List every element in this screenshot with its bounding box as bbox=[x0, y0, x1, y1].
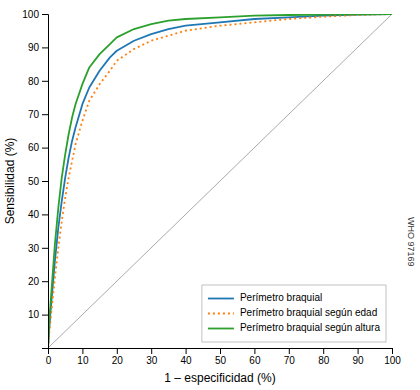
y-tick-label: 100 bbox=[22, 9, 39, 20]
x-tick-mark bbox=[392, 348, 393, 354]
series-line bbox=[48, 14, 392, 348]
y-tick-label: 20 bbox=[28, 276, 40, 287]
reference-line bbox=[48, 14, 392, 348]
x-tick-mark bbox=[358, 348, 359, 354]
y-tick-mark bbox=[42, 148, 48, 149]
x-tick-mark bbox=[289, 348, 290, 354]
legend-item: Perímetro braquial según edad bbox=[208, 307, 377, 318]
y-tick: 80 bbox=[28, 76, 48, 87]
y-tick-label: 50 bbox=[28, 176, 40, 187]
y-tick-label: 70 bbox=[28, 109, 40, 120]
y-tick-mark bbox=[42, 114, 48, 115]
y-tick-label: 40 bbox=[28, 209, 40, 220]
x-tick-mark bbox=[186, 348, 187, 354]
x-tick: 80 bbox=[318, 348, 330, 366]
x-tick-mark bbox=[151, 348, 152, 354]
y-axis: 10 20 30 40 50 60 70 80 90 100 bbox=[22, 9, 48, 349]
x-tick: 30 bbox=[146, 348, 158, 366]
x-tick: 90 bbox=[353, 348, 365, 366]
y-tick-mark bbox=[42, 14, 48, 15]
y-tick: 50 bbox=[28, 176, 48, 187]
y-tick-label: 10 bbox=[28, 309, 40, 320]
y-tick-mark bbox=[42, 81, 48, 82]
y-tick-mark bbox=[42, 214, 48, 215]
x-tick-label: 50 bbox=[215, 355, 227, 366]
y-tick: 100 bbox=[22, 9, 48, 20]
x-tick-mark bbox=[254, 348, 255, 354]
y-tick: 60 bbox=[28, 142, 48, 153]
x-tick-label: 10 bbox=[77, 355, 89, 366]
x-tick-label: 0 bbox=[46, 355, 52, 366]
y-tick: 90 bbox=[28, 42, 48, 53]
x-tick-label: 40 bbox=[181, 355, 193, 366]
y-tick-label: 90 bbox=[28, 42, 40, 53]
x-tick-label: 100 bbox=[384, 355, 401, 366]
y-tick-mark bbox=[42, 281, 48, 282]
legend-item: Perímetro braquial según altura bbox=[208, 322, 381, 333]
x-tick-mark bbox=[82, 348, 83, 354]
x-tick-label: 80 bbox=[318, 355, 330, 366]
x-tick-label: 70 bbox=[284, 355, 296, 366]
y-tick: 20 bbox=[28, 276, 48, 287]
series-line bbox=[48, 14, 392, 348]
y-tick-mark bbox=[42, 315, 48, 316]
y-tick-label: 30 bbox=[28, 243, 40, 254]
x-tick-mark bbox=[117, 348, 118, 354]
x-tick: 60 bbox=[249, 348, 261, 366]
legend-swatch bbox=[208, 313, 234, 315]
x-tick: 40 bbox=[181, 348, 193, 366]
plot-area bbox=[48, 14, 392, 348]
y-tick-label: 60 bbox=[28, 142, 40, 153]
annotation: WHO 97169 bbox=[406, 217, 416, 267]
y-tick-mark bbox=[42, 248, 48, 249]
legend-label: Perímetro braquial según altura bbox=[240, 322, 381, 333]
x-tick-mark bbox=[220, 348, 221, 354]
chart-svg: 0 10 20 30 40 50 60 70 80 90 100 10 20 30 40 50 60 70 80 90… bbox=[0, 0, 420, 390]
y-tick-mark bbox=[42, 47, 48, 48]
x-tick-label: 90 bbox=[353, 355, 365, 366]
y-axis-line bbox=[42, 15, 49, 349]
legend-item: Perímetro braquial bbox=[208, 292, 322, 303]
y-tick: 40 bbox=[28, 209, 48, 220]
x-tick: 70 bbox=[284, 348, 296, 366]
legend-swatch bbox=[208, 328, 234, 330]
y-tick: 30 bbox=[28, 243, 48, 254]
y-axis-title: Sensibilidad (%) bbox=[3, 138, 17, 225]
legend-frame bbox=[202, 285, 386, 342]
y-tick-mark bbox=[42, 181, 48, 182]
x-tick: 50 bbox=[215, 348, 227, 366]
legend-swatch bbox=[208, 298, 234, 300]
y-tick: 10 bbox=[28, 309, 48, 320]
x-axis: 0 10 20 30 40 50 60 70 80 90 100 bbox=[46, 348, 402, 366]
series-line bbox=[48, 14, 392, 348]
y-tick: 70 bbox=[28, 109, 48, 120]
legend-label: Perímetro braquial bbox=[240, 292, 322, 303]
x-tick-label: 20 bbox=[112, 355, 124, 366]
legend: Perímetro braquial Perímetro braquial seg… bbox=[202, 285, 386, 342]
x-tick-label: 60 bbox=[249, 355, 261, 366]
x-tick: 10 bbox=[77, 348, 89, 366]
x-tick: 20 bbox=[112, 348, 124, 366]
x-axis-line bbox=[49, 349, 393, 355]
x-tick: 100 bbox=[384, 348, 401, 366]
x-tick-label: 30 bbox=[146, 355, 158, 366]
y-tick-label: 80 bbox=[28, 76, 40, 87]
x-tick: 0 bbox=[46, 348, 52, 366]
legend-label: Perímetro braquial según edad bbox=[240, 307, 377, 318]
x-tick-mark bbox=[323, 348, 324, 354]
x-axis-title: 1 – especificidad (%) bbox=[164, 371, 275, 385]
chart-container: 0 10 20 30 40 50 60 70 80 90 100 10 20 30 40 50 60 70 80 90… bbox=[0, 0, 420, 390]
